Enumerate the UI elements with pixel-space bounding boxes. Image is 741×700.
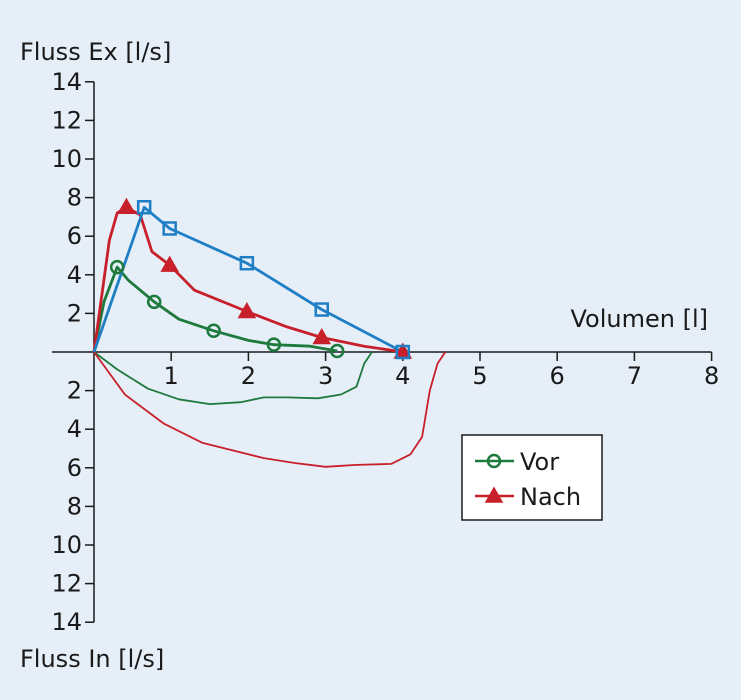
y-tick-label-bottom: 8 [67, 492, 82, 520]
y-tick-label-top: 10 [51, 145, 82, 173]
y-tick-label-top: 14 [51, 68, 82, 96]
legend-box [461, 434, 603, 521]
y-tick-label-bottom: 4 [67, 415, 82, 443]
legend-marker-nach [484, 486, 504, 503]
legend: Vor Nach [461, 434, 603, 521]
data-point [117, 197, 136, 214]
series-line-expiration-0 [92, 265, 338, 353]
data-point [160, 255, 179, 272]
y-tick-label-top: 12 [51, 106, 82, 134]
data-point [314, 302, 329, 317]
y-tick-label-bottom: 6 [67, 454, 82, 482]
series-line-expiration-2 [92, 205, 404, 354]
data-point [395, 344, 411, 360]
x-tick-label: 6 [550, 362, 565, 390]
legend-label-vor: Vor [520, 448, 559, 476]
x-tick-label: 5 [472, 362, 487, 390]
series-markers [109, 197, 413, 360]
data-point [237, 301, 257, 319]
y-tick-label-top: 2 [67, 299, 82, 327]
x-tick-label: 7 [627, 362, 642, 390]
data-point [146, 294, 162, 310]
data-point [206, 323, 221, 339]
x-tick-label: 8 [704, 362, 719, 390]
series-line-inspiration-1 [93, 351, 447, 468]
y-axis-bottom-label: Fluss In [l/s] [20, 645, 164, 673]
data-point [162, 221, 177, 236]
x-axis-label: Volumen [l] [571, 305, 709, 333]
data-point [266, 337, 282, 352]
data-point [239, 255, 255, 271]
data-point [136, 200, 152, 215]
series-lines [92, 205, 447, 468]
y-tick-label-bottom: 10 [51, 531, 82, 559]
y-tick-label-bottom: 2 [67, 377, 82, 405]
legend-marker-vor [486, 453, 502, 469]
y-tick-label-bottom: 14 [51, 608, 82, 636]
y-tick-label-top: 8 [67, 184, 82, 212]
y-tick-label-bottom: 12 [51, 570, 82, 598]
x-tick-label: 1 [164, 362, 179, 390]
x-tick-label: 2 [241, 362, 256, 390]
data-point [312, 328, 332, 345]
series-line-expiration-1 [92, 205, 404, 354]
series-line-inspiration-0 [93, 351, 373, 405]
data-point [329, 343, 345, 359]
y-tick-label-top: 4 [67, 261, 82, 289]
data-point [109, 259, 125, 275]
legend-label-nach: Nach [520, 483, 581, 511]
y-tick-label-top: 6 [67, 222, 82, 250]
y-axis-top-label: Fluss Ex [l/s] [20, 38, 171, 66]
x-tick-label: 3 [318, 362, 333, 390]
x-tick-label: 4 [395, 362, 410, 390]
axes [52, 81, 712, 623]
